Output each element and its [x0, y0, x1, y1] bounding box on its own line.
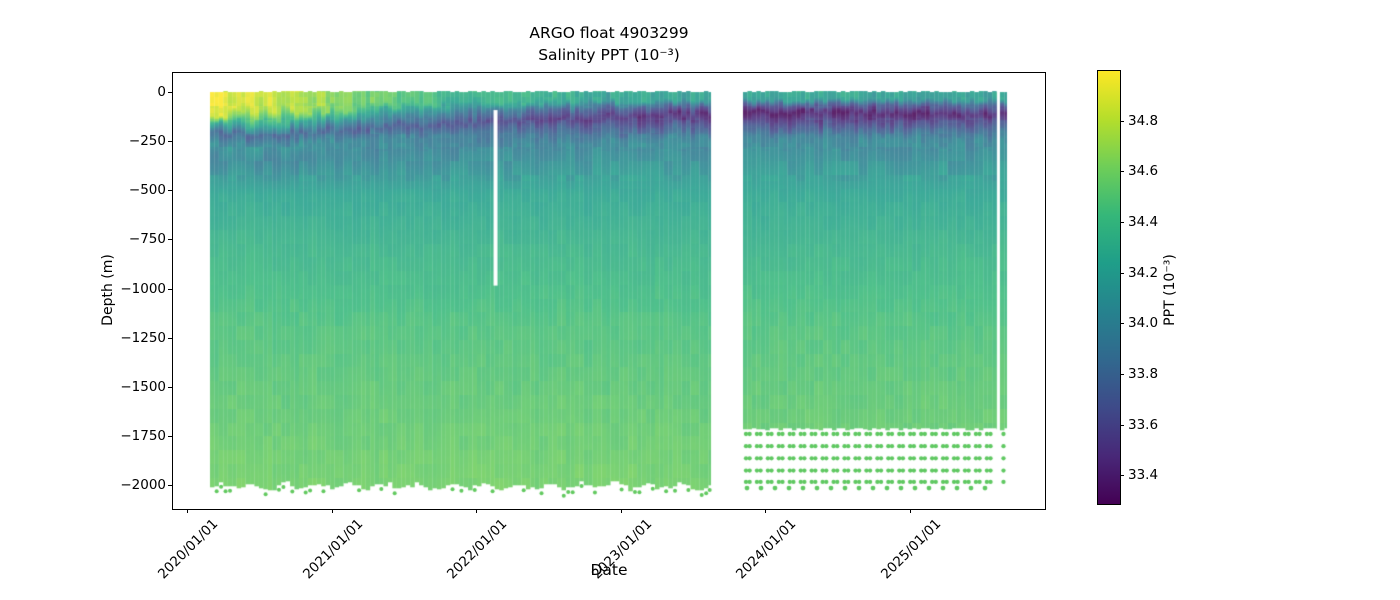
- colorbar-tick-mark: [1120, 323, 1124, 324]
- colorbar-tick-label: 33.6: [1128, 416, 1159, 433]
- colorbar-tick-mark: [1120, 121, 1124, 122]
- colorbar-tick-label: 34.4: [1128, 213, 1159, 230]
- x-tick-mark: [910, 509, 911, 513]
- y-tick-mark: [168, 436, 172, 437]
- x-axis-label: Date: [590, 561, 628, 579]
- colorbar-tick-mark: [1120, 222, 1124, 223]
- colorbar-tick-mark: [1120, 475, 1124, 476]
- y-tick-label: −500: [128, 182, 166, 198]
- y-tick-label: 0: [157, 84, 166, 100]
- y-tick-label: −1250: [120, 330, 166, 346]
- y-tick-label: −1750: [120, 428, 166, 444]
- colorbar-tick-label: 34.8: [1128, 112, 1159, 129]
- colorbar-tick-mark: [1120, 273, 1124, 274]
- y-tick-mark: [168, 485, 172, 486]
- colorbar-tick-label: 34.6: [1128, 163, 1159, 180]
- colorbar-gradient: [1097, 70, 1121, 505]
- colorbar-tick-mark: [1120, 425, 1124, 426]
- y-tick-label: −750: [128, 231, 166, 247]
- colorbar-tick-label: 34.0: [1128, 315, 1159, 332]
- colorbar-tick-label: 33.4: [1128, 467, 1159, 484]
- y-tick-mark: [168, 141, 172, 142]
- y-tick-mark: [168, 289, 172, 290]
- colorbar-tick-label: 33.8: [1128, 365, 1159, 382]
- x-tick-mark: [187, 509, 188, 513]
- colorbar-label: PPT (10⁻³): [1162, 254, 1178, 326]
- chart-title: ARGO float 4903299: [529, 24, 689, 42]
- x-tick-mark: [332, 509, 333, 513]
- chart-subtitle: Salinity PPT (10⁻³): [538, 46, 680, 64]
- y-tick-mark: [168, 338, 172, 339]
- y-tick-label: −1500: [120, 379, 166, 395]
- y-tick-label: −1000: [120, 281, 166, 297]
- colorbar-tick-mark: [1120, 171, 1124, 172]
- x-tick-mark: [621, 509, 622, 513]
- x-tick-mark: [476, 509, 477, 513]
- colorbar-tick-label: 34.2: [1128, 264, 1159, 281]
- y-tick-label: −250: [128, 133, 166, 149]
- x-tick-mark: [765, 509, 766, 513]
- y-tick-label: −2000: [120, 477, 166, 493]
- y-tick-mark: [168, 387, 172, 388]
- chart-title-block: ARGO float 4903299 Salinity PPT (10⁻³): [173, 22, 1045, 66]
- y-tick-mark: [168, 190, 172, 191]
- colorbar-tick-mark: [1120, 374, 1124, 375]
- y-tick-mark: [168, 239, 172, 240]
- y-tick-mark: [168, 92, 172, 93]
